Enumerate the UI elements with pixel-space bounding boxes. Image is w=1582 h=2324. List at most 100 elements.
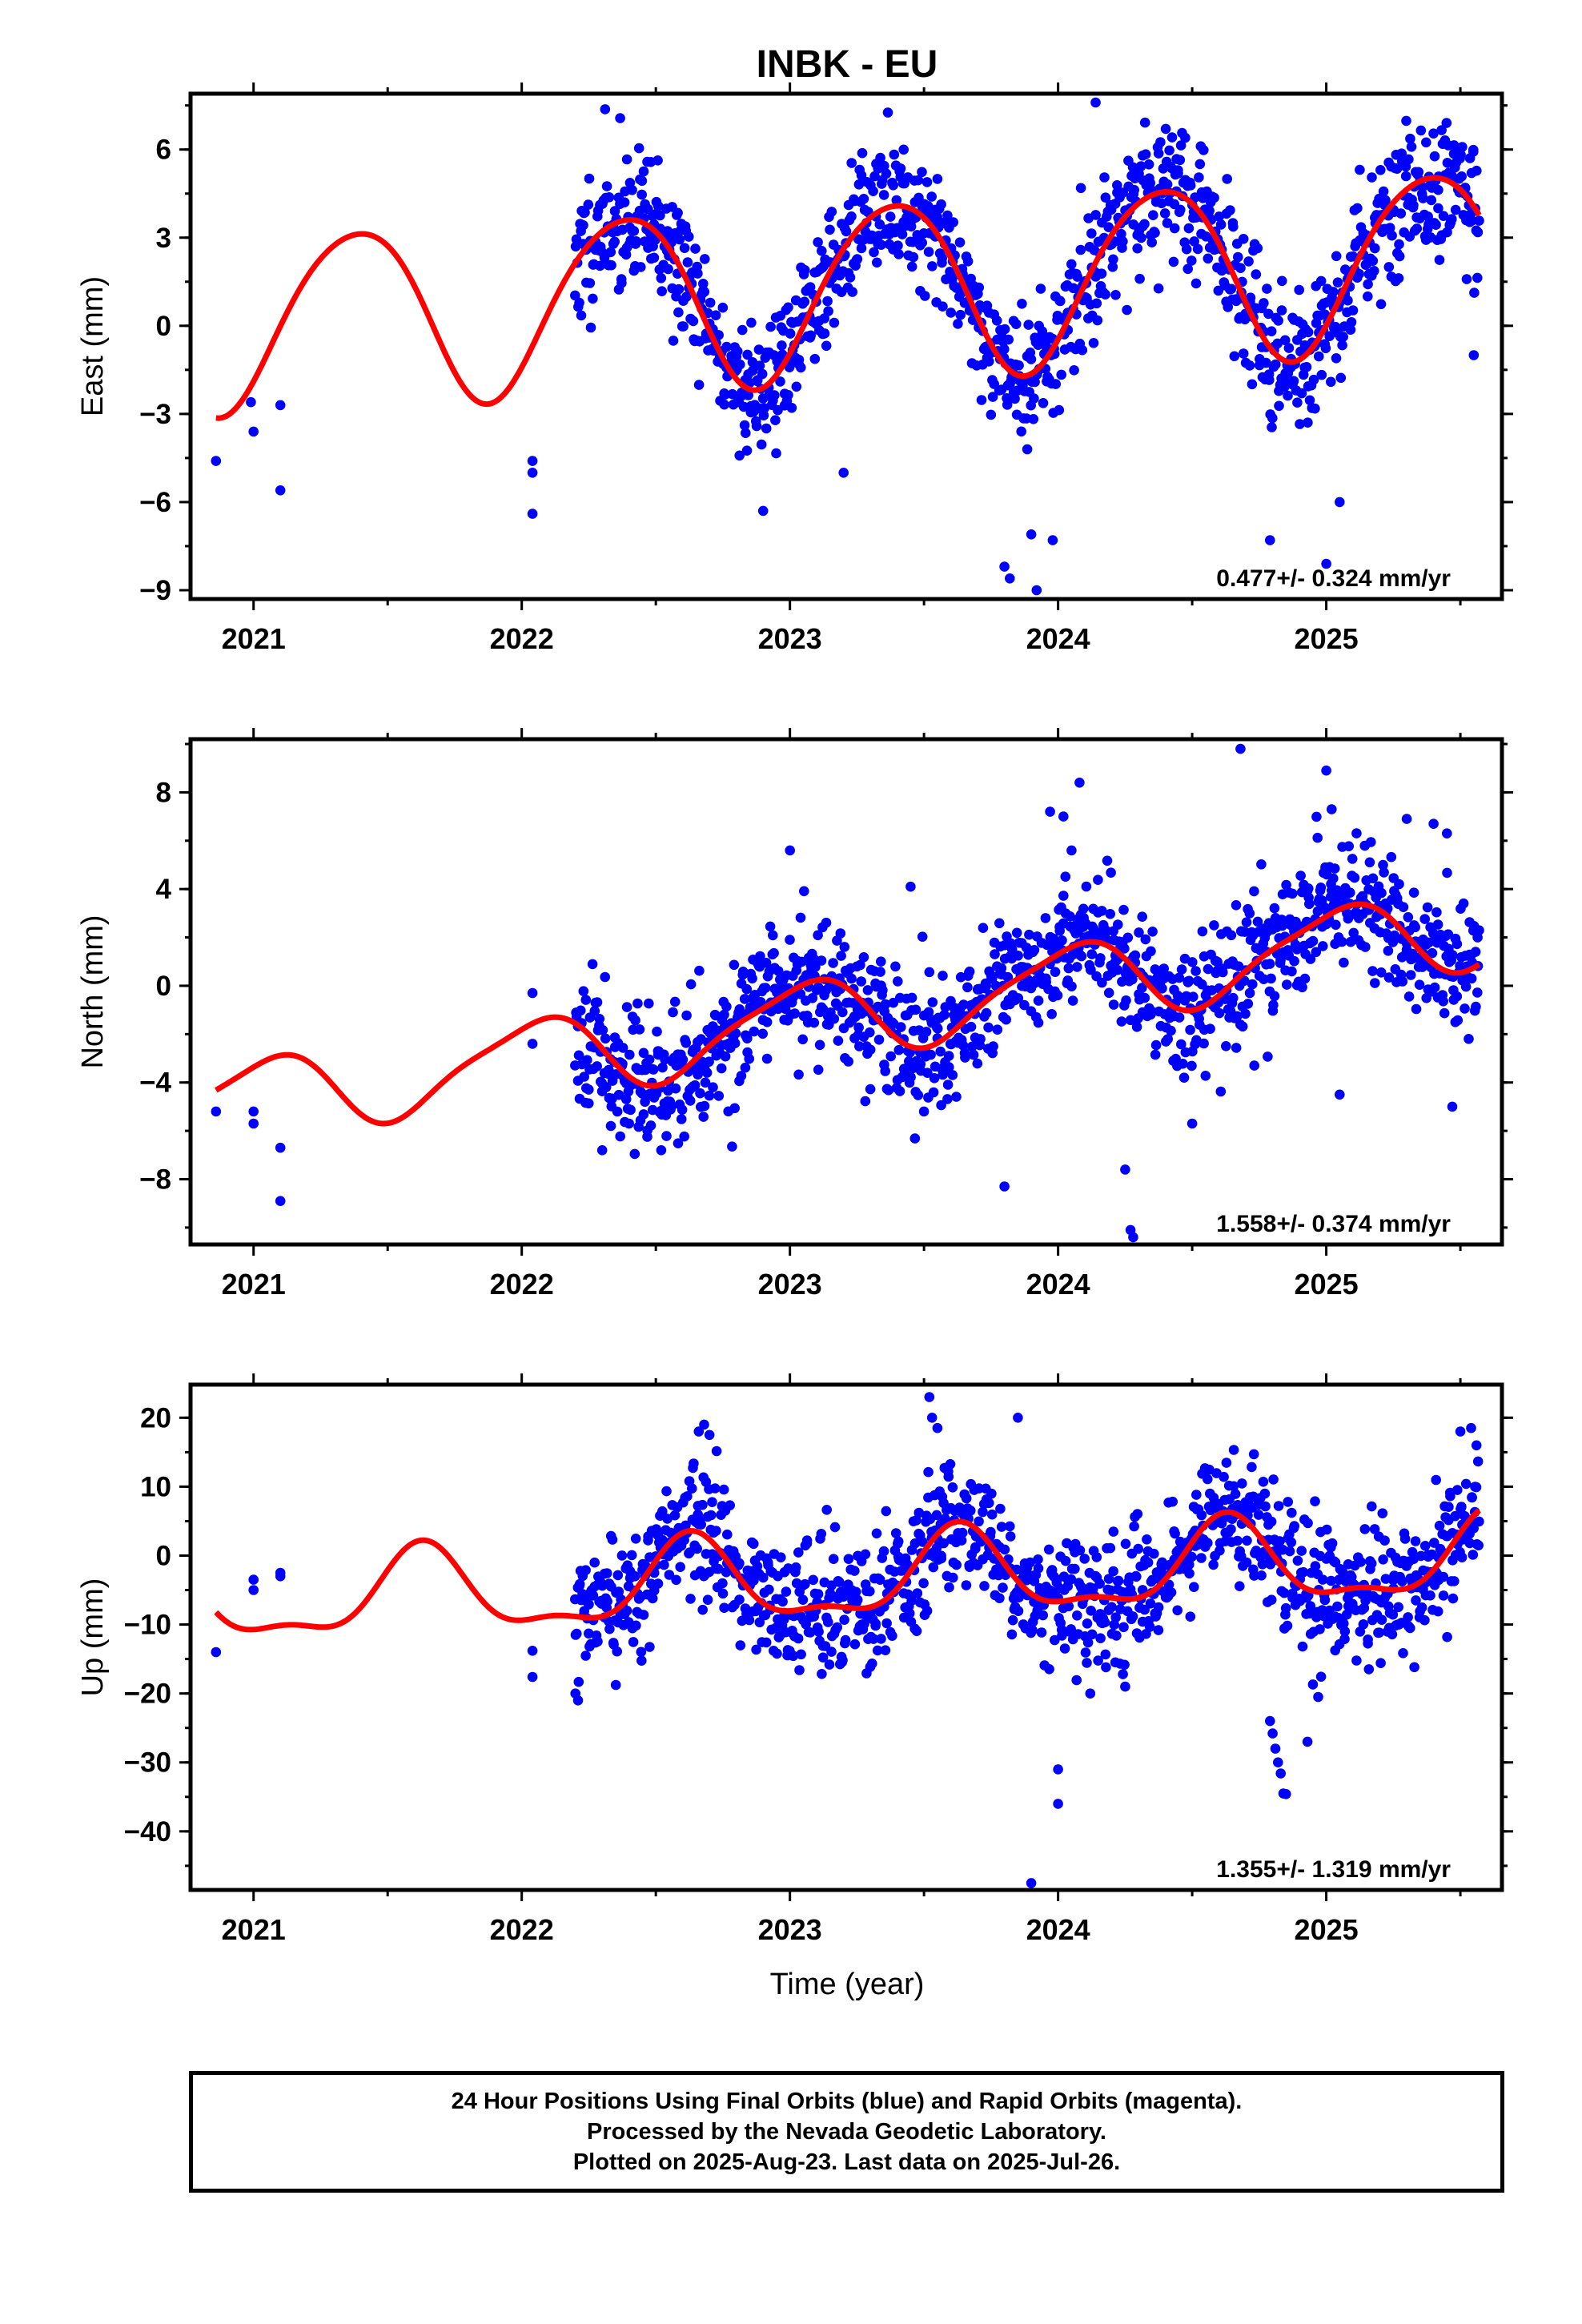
- x-tick-label: 2023: [758, 1268, 822, 1301]
- data-point: [1314, 351, 1324, 362]
- data-point: [1097, 906, 1107, 916]
- data-point: [604, 1623, 615, 1634]
- data-point: [785, 935, 795, 945]
- data-point: [932, 174, 943, 184]
- data-point: [1261, 357, 1271, 368]
- data-point: [936, 1100, 946, 1111]
- data-point: [640, 1096, 650, 1108]
- data-point: [669, 996, 681, 1007]
- data-point: [888, 180, 898, 191]
- data-point: [717, 1588, 729, 1599]
- data-point: [1456, 149, 1466, 160]
- y-tick-label: −40: [124, 1816, 171, 1848]
- data-point: [1243, 256, 1254, 267]
- data-point: [1259, 1488, 1271, 1499]
- x-tick-label: 2022: [490, 1268, 554, 1301]
- data-point: [1434, 1520, 1445, 1531]
- data-point: [1472, 227, 1484, 238]
- data-point: [917, 1537, 928, 1547]
- data-point: [713, 1563, 724, 1574]
- data-point: [248, 1585, 259, 1595]
- data-point: [1075, 183, 1086, 194]
- data-point: [1468, 144, 1479, 155]
- data-point: [906, 992, 917, 1003]
- data-point: [1237, 1021, 1248, 1032]
- data-point: [843, 1056, 853, 1067]
- data-point: [1027, 1625, 1038, 1635]
- data-point: [636, 1647, 647, 1658]
- data-point: [1460, 981, 1472, 992]
- data-point: [856, 243, 867, 254]
- data-point: [1321, 558, 1331, 569]
- data-point: [1174, 1012, 1185, 1023]
- data-point: [1259, 298, 1269, 308]
- data-point: [1221, 1041, 1231, 1051]
- data-point: [1367, 255, 1379, 267]
- data-point: [1022, 444, 1033, 455]
- data-point: [893, 1536, 904, 1547]
- data-point: [1120, 1164, 1130, 1175]
- data-point: [1186, 1118, 1198, 1129]
- data-point: [1266, 1594, 1277, 1605]
- data-point: [1131, 1571, 1142, 1582]
- data-point: [1053, 1764, 1063, 1775]
- caption-line-3: Plotted on 2025-Aug-23. Last data on 202…: [572, 2149, 1121, 2175]
- data-point: [681, 292, 692, 302]
- data-point: [1044, 1664, 1054, 1675]
- data-point: [761, 423, 772, 434]
- data-point: [1139, 219, 1150, 230]
- data-point: [718, 1484, 729, 1495]
- data-point: [1128, 1232, 1138, 1243]
- data-point: [1468, 350, 1480, 360]
- data-point: [893, 249, 904, 259]
- data-point: [1447, 1101, 1458, 1112]
- data-point: [984, 356, 994, 367]
- data-point: [968, 1049, 979, 1060]
- data-point: [1046, 1009, 1057, 1019]
- data-point: [693, 1426, 705, 1437]
- data-point: [596, 1145, 608, 1156]
- data-point: [898, 144, 909, 155]
- data-point: [1443, 1502, 1454, 1512]
- data-point: [1417, 962, 1427, 972]
- data-point: [999, 344, 1010, 355]
- data-point: [913, 1507, 925, 1518]
- fit-curve: [215, 901, 1481, 1127]
- data-point: [1297, 982, 1307, 993]
- data-point: [1140, 149, 1151, 159]
- data-point: [1047, 535, 1058, 545]
- data-point: [721, 1566, 732, 1578]
- data-point: [1307, 935, 1319, 947]
- data-point: [805, 282, 816, 292]
- data-point: [921, 177, 933, 187]
- data-point: [600, 971, 610, 983]
- data-point: [931, 1510, 942, 1521]
- data-point: [1455, 1426, 1466, 1437]
- data-point: [926, 1049, 936, 1060]
- data-point: [1439, 1007, 1450, 1019]
- data-point: [1226, 283, 1237, 295]
- data-point: [1072, 1610, 1082, 1621]
- data-point: [584, 278, 596, 288]
- data-point: [979, 1581, 990, 1591]
- data-point: [527, 1646, 538, 1656]
- data-point: [805, 330, 816, 341]
- data-point: [1243, 999, 1254, 1009]
- data-point: [589, 1006, 600, 1016]
- data-point: [644, 1642, 655, 1652]
- data-point: [860, 1549, 871, 1560]
- data-point: [1232, 1535, 1243, 1546]
- data-point: [580, 1565, 591, 1575]
- data-point: [932, 1023, 943, 1034]
- data-point: [1186, 1060, 1197, 1072]
- data-point: [584, 173, 595, 184]
- data-point: [1146, 237, 1157, 248]
- data-point: [673, 1138, 684, 1148]
- data-point: [1185, 1024, 1195, 1035]
- data-point: [1292, 1555, 1303, 1566]
- data-point: [765, 921, 776, 932]
- data-point: [1283, 390, 1293, 401]
- data-point: [1238, 234, 1249, 244]
- data-point: [991, 316, 1002, 326]
